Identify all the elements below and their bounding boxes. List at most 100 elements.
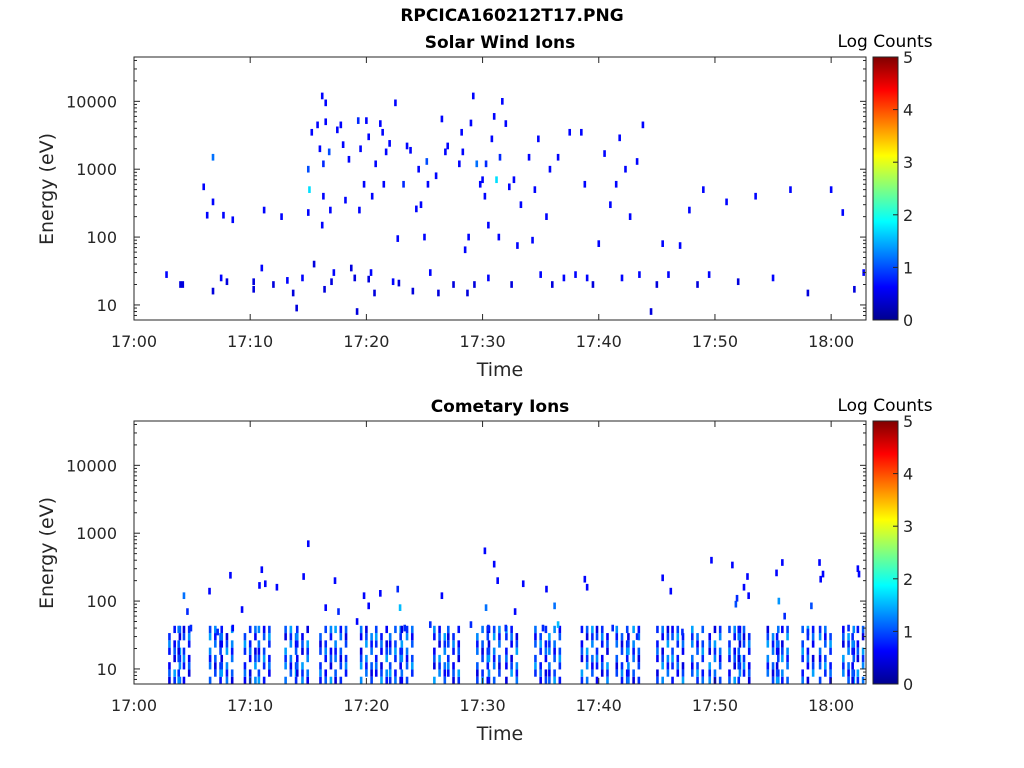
cometary-spike-cell [230, 640, 234, 648]
cometary-spike-cell [254, 625, 257, 634]
cometary-spike-cell [615, 625, 619, 634]
cometary-spike-cell [595, 625, 599, 634]
cometary-count-cell [260, 566, 264, 574]
cometary-spike-cell [214, 640, 217, 648]
cometary-spike-cell [498, 633, 501, 641]
cometary-spike-cell [295, 669, 299, 677]
cometary-spike-cell [510, 662, 513, 670]
solar-wind-count-cell [539, 271, 542, 278]
cometary-spike-cell [747, 662, 751, 670]
cometary-count-cell [857, 570, 861, 578]
cometary-spike-cell [388, 669, 392, 677]
cometary-spike-cell [553, 647, 556, 655]
solar-wind-count-cell [384, 148, 388, 156]
cometary-spike-cell [505, 633, 508, 641]
cometary-count-cell [208, 587, 211, 595]
cometary-spike-cell [801, 669, 804, 677]
cometary-spike-cell [173, 676, 176, 684]
cometary-spike-cell [324, 625, 328, 634]
cometary-spike-cell [301, 633, 304, 641]
cometary-spike-cell [539, 669, 542, 677]
cometary-spike-cell [824, 662, 827, 670]
cometary-spike-cell [301, 669, 304, 677]
cometary-spike-cell [558, 676, 562, 684]
cometary-count-cell [428, 621, 432, 628]
solar-wind-count-cell [490, 135, 494, 143]
cometary-spike-cell [775, 633, 779, 641]
solar-wind-count-cell [638, 271, 641, 278]
solar-wind-count-cell [374, 160, 377, 168]
cometary-spike-cell [625, 625, 629, 634]
cometary-spike-cell [515, 669, 519, 677]
solar-wind-count-cell [355, 308, 359, 315]
cometary-spike-cell [708, 662, 712, 670]
cometary-spike-cell [728, 676, 731, 684]
cometary-spike-cell [733, 676, 737, 684]
solar-wind-count-cell [362, 180, 366, 188]
cometary-spike-cell [334, 640, 337, 648]
solar-wind-count-cell [165, 271, 168, 278]
cometary-spike-cell [539, 676, 542, 684]
cometary-spike-cell [344, 640, 348, 648]
cometary-spike-cell [443, 676, 447, 684]
cometary-spike-cell [394, 676, 397, 684]
cometary-spike-cell [738, 669, 742, 677]
solar-wind-count-cell [754, 192, 757, 200]
cometary-spike-cell [446, 633, 450, 641]
cometary-spike-cell [818, 633, 822, 641]
cometary-spike-cell [254, 647, 257, 655]
cometary-spike-cell [558, 633, 562, 641]
cometary-spike-cell [766, 633, 770, 641]
solar-wind-count-cell [591, 281, 595, 288]
cometary-spike-cell [344, 654, 348, 663]
cometary-spike-cell [173, 625, 176, 634]
cometary-spike-cell [747, 676, 751, 684]
cometary-spike-cell [178, 662, 182, 670]
cometary-spike-cell [544, 654, 548, 663]
cometary-spike-cell [481, 647, 484, 655]
cometary-spike-cell [481, 654, 484, 663]
solar-wind-y-label: Energy (eV) [36, 133, 58, 245]
cometary-spike-cell [544, 676, 548, 684]
solar-wind-count-cell [181, 281, 185, 288]
cometary-spike-cell [380, 662, 383, 670]
cometary-spike-cell [786, 647, 789, 655]
cometary-spike-cell [718, 676, 722, 684]
figure-title: RPCICA160212T17.PNG [400, 6, 624, 26]
cometary-spike-cell [766, 669, 770, 677]
solar-wind-count-cell [405, 142, 409, 150]
solar-wind-count-cell [440, 115, 444, 123]
cometary-spike-cell [339, 625, 343, 634]
cometary-count-cell [681, 628, 684, 636]
cometary-spike-cell [600, 625, 604, 634]
x-tick-label: 18:00 [808, 332, 854, 351]
cometary-spike-cell [696, 633, 699, 641]
cometary-spike-cell [388, 676, 392, 684]
cometary-spike-cell [781, 640, 784, 648]
cometary-spike-cell [701, 654, 705, 663]
cometary-spike-cell [284, 647, 287, 655]
solar-wind-count-cell [272, 281, 275, 288]
cometary-spike-cell [405, 662, 409, 670]
cometary-spike-cell [214, 633, 217, 641]
cometary-spike-cell [219, 676, 222, 684]
x-tick-label: 17:10 [227, 332, 273, 351]
colorbar-tick-label: 4 [903, 101, 913, 120]
solar-wind-count-cell [473, 281, 476, 288]
cometary-spike-cell [243, 676, 247, 684]
cometary-spike-cell [632, 654, 635, 663]
cometary-spike-cell [690, 662, 694, 670]
solar-wind-heatmap [165, 92, 865, 315]
cometary-spike-cell [632, 647, 635, 655]
solar-wind-count-cell [481, 176, 484, 184]
cometary-spike-cell [728, 669, 731, 677]
cometary-spike-cell [847, 662, 850, 670]
cometary-spike-cell [339, 647, 343, 655]
cometary-spike-cell [775, 676, 779, 684]
cometary-spike-cell [632, 676, 635, 684]
cometary-spike-cell [370, 633, 373, 641]
y-tick-label: 100 [86, 228, 117, 247]
cometary-spike-cell [457, 676, 461, 684]
cometary-spike-cell [786, 662, 789, 670]
